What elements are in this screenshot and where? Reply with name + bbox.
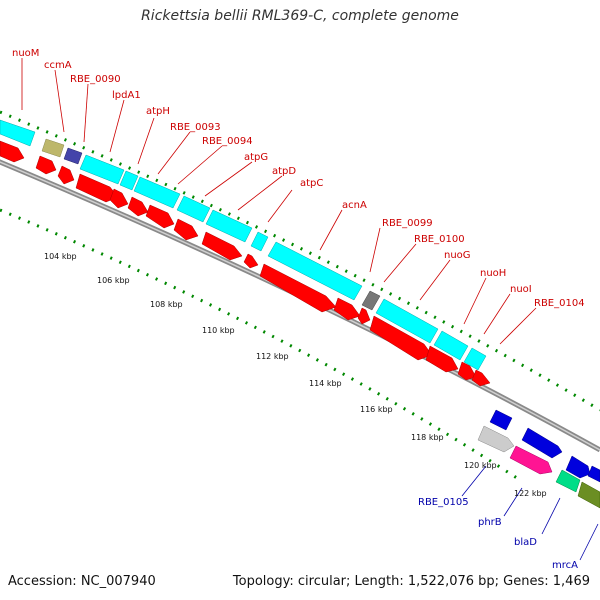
gene-label[interactable]: RBE_0090 bbox=[70, 74, 121, 85]
upper-gene-labels: nuoM ccmA RBE_0090 lpdA1 atpH RBE_0093 R… bbox=[12, 48, 585, 309]
gene-atpG-block[interactable] bbox=[205, 209, 253, 243]
cds-arrow[interactable] bbox=[35, 155, 57, 175]
tick-label: 116 kbp bbox=[360, 405, 393, 414]
gene-label[interactable]: atpG bbox=[244, 152, 268, 163]
cds-arrow[interactable] bbox=[57, 165, 75, 185]
cds-arrow[interactable] bbox=[333, 297, 361, 321]
gene-nuoG-block[interactable] bbox=[375, 298, 439, 344]
cds-arrow[interactable] bbox=[201, 231, 243, 261]
genome-summary-text: Topology: circular; Length: 1,522,076 bp… bbox=[232, 574, 590, 589]
cds-features bbox=[0, 140, 491, 387]
cds-arrow[interactable] bbox=[425, 345, 459, 373]
tick-label: 104 kbp bbox=[44, 252, 77, 261]
gene-label[interactable]: nuoG bbox=[444, 250, 471, 261]
gene-ccmA-block[interactable] bbox=[41, 138, 65, 158]
cds-arrow[interactable] bbox=[457, 361, 477, 381]
gene-label[interactable]: blaD bbox=[514, 537, 537, 548]
lower-gene-labels: RBE_0105 phrB blaD mrcA bbox=[418, 497, 578, 571]
gene-blaD-block[interactable] bbox=[555, 469, 581, 493]
cds-arrow[interactable] bbox=[109, 188, 129, 209]
tick-label: 112 kbp bbox=[256, 352, 289, 361]
gene-label[interactable]: nuoM bbox=[12, 48, 39, 59]
gene-atpD-block[interactable] bbox=[250, 231, 269, 252]
gene-nuoM-block[interactable] bbox=[0, 119, 36, 147]
gene-label[interactable]: mrcA bbox=[552, 560, 578, 571]
cds-arrow[interactable] bbox=[145, 204, 175, 229]
cds-arrow[interactable] bbox=[127, 196, 149, 217]
gene-label[interactable]: ccmA bbox=[44, 60, 72, 71]
blue-cds-arrow[interactable] bbox=[587, 465, 600, 483]
gene-label[interactable]: acnA bbox=[342, 200, 367, 211]
cds-arrow[interactable] bbox=[243, 253, 259, 269]
gene-label[interactable]: RBE_0100 bbox=[414, 234, 465, 245]
cds-arrow[interactable] bbox=[357, 307, 371, 325]
gene-RBE_0099-block[interactable] bbox=[361, 290, 381, 311]
cds-arrow[interactable] bbox=[0, 140, 25, 163]
gene-label[interactable]: atpD bbox=[272, 166, 296, 177]
tick-label: 120 kbp bbox=[464, 461, 497, 470]
gene-RBE_0094-block[interactable] bbox=[176, 195, 211, 223]
gene-nuoH-block[interactable] bbox=[433, 330, 469, 361]
gene-label[interactable]: RBE_0099 bbox=[382, 218, 433, 229]
gene-label[interactable]: phrB bbox=[478, 517, 502, 528]
blue-cds-arrow[interactable] bbox=[565, 455, 591, 479]
kbp-scale-labels: 104 kbp 106 kbp 108 kbp 110 kbp 112 kbp … bbox=[44, 252, 547, 498]
gene-label[interactable]: nuoI bbox=[510, 284, 532, 295]
gene-label[interactable]: atpC bbox=[300, 178, 323, 189]
gene-nuoI-block[interactable] bbox=[463, 347, 487, 371]
gene-atpH-block[interactable] bbox=[119, 170, 139, 191]
reverse-strand-genes bbox=[477, 409, 600, 509]
tick-label: 106 kbp bbox=[97, 276, 130, 285]
blue-cds-arrow[interactable] bbox=[521, 427, 563, 459]
tick-label: 122 kbp bbox=[514, 489, 547, 498]
upper-leader-lines bbox=[21, 58, 537, 345]
gene-label[interactable]: RBE_0105 bbox=[418, 497, 469, 508]
gene-label[interactable]: RBE_0104 bbox=[534, 298, 585, 309]
genome-backbone bbox=[0, 159, 600, 453]
tick-label: 110 kbp bbox=[202, 326, 235, 335]
gene-acnA-block[interactable] bbox=[267, 241, 363, 301]
gene-RBE_0105-block[interactable] bbox=[477, 425, 515, 453]
accession-text: Accession: NC_007940 bbox=[8, 574, 156, 589]
cds-arrow[interactable] bbox=[259, 263, 337, 313]
top-strand-genes bbox=[0, 119, 487, 371]
lower-leader-lines bbox=[461, 465, 599, 561]
gene-RBE_0090-block[interactable] bbox=[63, 147, 83, 165]
gene-lpdA1-block[interactable] bbox=[79, 154, 125, 185]
tick-label: 114 kbp bbox=[309, 379, 342, 388]
blue-cds-arrow[interactable] bbox=[489, 409, 513, 431]
gene-phrB-block[interactable] bbox=[509, 445, 553, 475]
cds-arrow[interactable] bbox=[471, 369, 491, 387]
map-title: Rickettsia bellii RML369-C, complete gen… bbox=[141, 8, 459, 24]
gene-RBE_0093-block[interactable] bbox=[133, 176, 181, 209]
gene-label[interactable]: RBE_0094 bbox=[202, 136, 253, 147]
tick-label: 118 kbp bbox=[411, 433, 444, 442]
tick-label: 108 kbp bbox=[150, 300, 183, 309]
gene-label[interactable]: atpH bbox=[146, 106, 170, 117]
gene-label[interactable]: lpdA1 bbox=[112, 90, 141, 101]
cds-arrow[interactable] bbox=[173, 218, 199, 241]
gene-label[interactable]: RBE_0093 bbox=[170, 122, 221, 133]
cds-arrow[interactable] bbox=[369, 315, 433, 361]
gene-mrcA-block[interactable] bbox=[577, 481, 600, 509]
outer-tick-track bbox=[0, 110, 600, 412]
genome-backbone-highlight bbox=[0, 161, 600, 451]
gene-label[interactable]: nuoH bbox=[480, 268, 506, 279]
